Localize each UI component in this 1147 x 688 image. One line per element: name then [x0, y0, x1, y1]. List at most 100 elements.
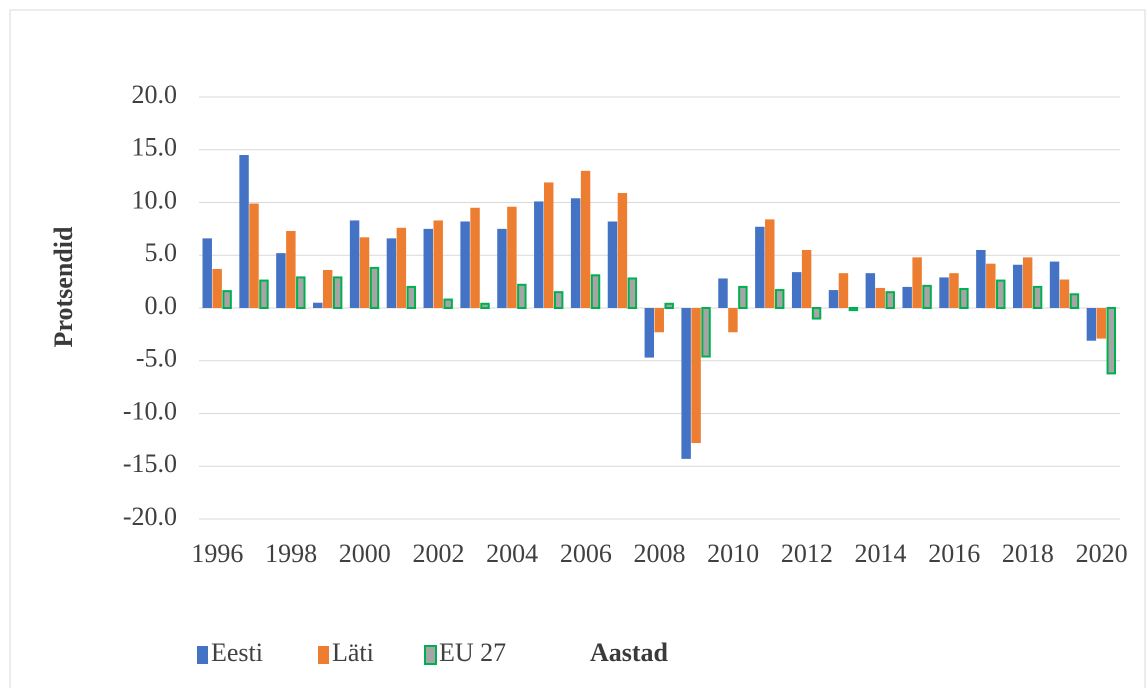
- bar: [1096, 308, 1107, 339]
- x-tick-label: 2000: [339, 539, 391, 568]
- bar: [838, 273, 849, 308]
- bar: [902, 286, 912, 308]
- x-tick-label: 2018: [1002, 539, 1054, 568]
- bar: [396, 227, 407, 308]
- bar: [276, 253, 286, 308]
- bar: [986, 263, 996, 308]
- bar: [313, 302, 323, 308]
- x-tick-label: 2012: [781, 539, 833, 568]
- y-tick-label: -5.0: [136, 344, 177, 373]
- bar: [259, 279, 269, 310]
- x-axis-label: Aastad: [590, 638, 669, 667]
- x-tick-label: 2020: [1076, 539, 1128, 568]
- bar: [617, 193, 628, 308]
- bar: [517, 283, 527, 310]
- x-tick-label: 1996: [191, 539, 243, 568]
- bar: [1022, 257, 1033, 308]
- x-tick-label: 2008: [634, 539, 686, 568]
- bar: [1049, 261, 1060, 308]
- y-tick-label: -15.0: [123, 449, 177, 478]
- bar: [480, 302, 490, 309]
- bar: [534, 201, 544, 308]
- bar: [433, 220, 443, 308]
- bar: [681, 308, 691, 459]
- bar: [1032, 285, 1043, 309]
- legend-label: Läti: [332, 638, 374, 667]
- y-tick-label: -20.0: [123, 502, 177, 531]
- bar: [359, 237, 370, 308]
- legend-label: EU 27: [439, 638, 506, 667]
- bar: [728, 308, 738, 333]
- bar: [239, 155, 249, 308]
- bar: [286, 230, 296, 308]
- bar: [590, 274, 601, 310]
- legend-swatch: [197, 646, 208, 664]
- x-tick-label: 2002: [412, 539, 464, 568]
- y-tick-label: 10.0: [132, 185, 178, 214]
- x-tick-label: 2016: [928, 539, 980, 568]
- bar: [1059, 279, 1070, 308]
- bar: [801, 249, 812, 308]
- legend-swatch: [318, 646, 329, 664]
- bar: [1086, 308, 1097, 341]
- y-tick-label: 5.0: [145, 238, 178, 267]
- x-tick-label: 2006: [560, 539, 612, 568]
- bar: [664, 302, 674, 309]
- bar: [828, 290, 839, 308]
- bar: [386, 238, 397, 308]
- bar: [212, 268, 222, 308]
- chart-frame: [9, 9, 1146, 688]
- bar: [607, 221, 618, 308]
- bar: [580, 170, 591, 308]
- bar: [755, 226, 765, 308]
- bar: [644, 308, 655, 358]
- y-axis-label: Protsendid: [49, 226, 78, 347]
- bar: [460, 221, 470, 308]
- bar: [949, 273, 959, 308]
- y-tick-label: 15.0: [132, 133, 178, 162]
- bar: [738, 285, 748, 309]
- bar: [939, 277, 949, 308]
- bar: [406, 285, 417, 309]
- bar: [222, 290, 232, 309]
- bar: [791, 272, 802, 308]
- bar: [202, 238, 212, 308]
- bar: [996, 279, 1006, 310]
- bar: [718, 278, 728, 308]
- y-tick-label: 0.0: [145, 291, 178, 320]
- bar: [1106, 307, 1117, 375]
- y-tick-label: 20.0: [132, 80, 178, 109]
- x-tick-label: 2004: [486, 539, 538, 568]
- bar: [553, 291, 564, 309]
- bar: [691, 308, 701, 444]
- bar: [627, 277, 638, 309]
- legend-label: Eesti: [211, 638, 263, 667]
- bar: [332, 276, 343, 309]
- bar: [701, 307, 711, 358]
- bar: [544, 182, 554, 308]
- bar: [349, 220, 360, 308]
- bar: [976, 249, 986, 308]
- bar: [443, 298, 453, 309]
- bar: [369, 266, 380, 310]
- y-tick-label: -10.0: [123, 396, 177, 425]
- bar: [470, 207, 480, 308]
- bar: [922, 284, 932, 310]
- bar: [1069, 293, 1080, 310]
- bar: [497, 228, 507, 308]
- bar: [848, 307, 859, 312]
- x-tick-label: 2010: [707, 539, 759, 568]
- bar: [1012, 264, 1023, 308]
- bar: [249, 203, 259, 308]
- x-tick-label: 1998: [265, 539, 317, 568]
- bar: [654, 308, 664, 333]
- bar: [423, 228, 433, 308]
- bar: [774, 289, 785, 310]
- bar: [885, 291, 895, 309]
- bar: [570, 198, 581, 308]
- bar: [959, 288, 969, 310]
- bar: [765, 219, 775, 308]
- bar: [875, 287, 886, 308]
- bar: [811, 307, 822, 320]
